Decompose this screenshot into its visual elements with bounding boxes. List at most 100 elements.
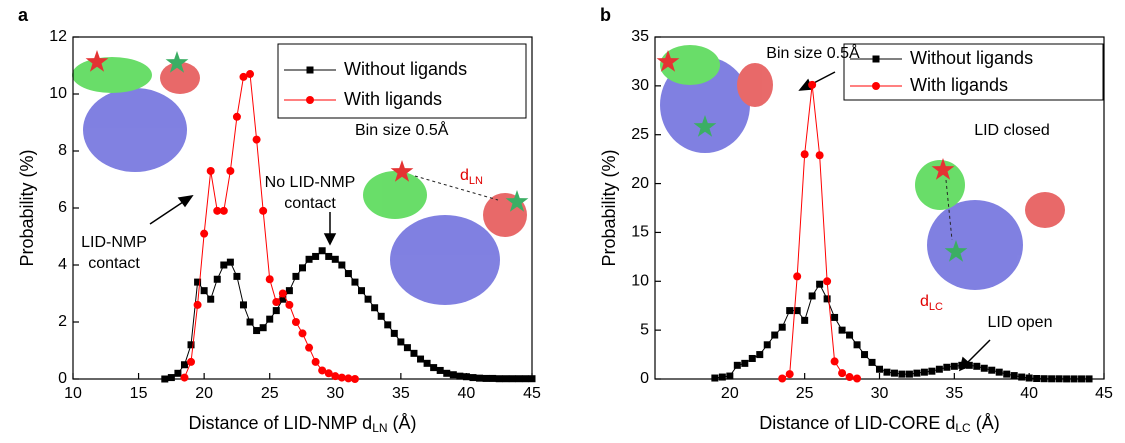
y-tick-label: 20	[631, 175, 649, 192]
legend-label: Without ligands	[910, 48, 1033, 68]
marker	[1078, 375, 1086, 383]
x-tick-label: 30	[871, 385, 889, 402]
marker	[318, 247, 326, 255]
marker	[371, 304, 379, 312]
x-axis-label: Distance of LID-CORE dLC (Å)	[759, 413, 999, 435]
marker	[298, 329, 307, 338]
marker	[390, 329, 398, 337]
marker	[397, 338, 405, 346]
x-tick-label: 10	[64, 385, 82, 402]
marker	[868, 358, 876, 366]
legend-box	[277, 43, 527, 119]
marker	[785, 370, 794, 379]
marker	[898, 370, 906, 378]
annotation: No LID-NMP	[265, 174, 356, 191]
x-tick-label: 15	[130, 385, 148, 402]
marker	[495, 375, 503, 383]
y-tick-label: 30	[631, 77, 649, 94]
x-axis-label-sub: LC	[955, 421, 971, 435]
annotation-sub: LN	[469, 175, 483, 187]
marker	[808, 80, 817, 89]
annotation-text: LID closed	[974, 122, 1050, 139]
marker	[324, 369, 333, 378]
marker	[521, 375, 529, 383]
annotation-text: No LID-NMP	[265, 174, 356, 191]
x-tick-label: 45	[523, 385, 541, 402]
annotation: Bin size 0.5Å	[766, 43, 860, 62]
annotation-sub: LC	[929, 301, 943, 313]
marker	[318, 366, 327, 375]
marker	[726, 372, 734, 380]
annotation: contact	[88, 255, 140, 272]
x-tick-label: 25	[796, 385, 814, 402]
x-tick-label: 30	[326, 385, 344, 402]
x-axis-label-end: (Å)	[388, 413, 417, 433]
marker	[733, 361, 741, 369]
marker	[890, 369, 898, 377]
annotation: dLC	[920, 293, 943, 313]
marker	[786, 307, 794, 315]
marker	[778, 374, 787, 383]
marker	[913, 369, 921, 377]
marker	[331, 255, 339, 263]
marker	[718, 373, 726, 381]
marker	[423, 359, 431, 367]
marker	[793, 307, 801, 315]
legend-label: With ligands	[910, 75, 1008, 95]
x-axis-label-sub: LN	[372, 421, 387, 435]
marker	[430, 364, 438, 372]
protein-image	[915, 158, 1065, 290]
marker	[292, 272, 300, 280]
x-tick-label: 35	[392, 385, 410, 402]
legend-label: With ligands	[344, 89, 442, 109]
marker	[305, 343, 314, 352]
y-tick-label: 15	[631, 224, 649, 241]
marker	[443, 369, 451, 377]
marker	[831, 313, 839, 321]
marker	[239, 301, 247, 309]
annotation: contact	[284, 195, 336, 212]
marker	[1085, 375, 1093, 383]
marker	[194, 278, 202, 286]
marker	[312, 252, 320, 260]
marker	[358, 287, 366, 295]
marker	[436, 366, 444, 374]
panel-label: b	[600, 5, 611, 25]
marker	[845, 373, 854, 382]
marker	[200, 287, 208, 295]
marker	[403, 344, 411, 352]
marker	[200, 229, 209, 238]
protein-image	[72, 50, 200, 172]
marker	[226, 166, 235, 175]
marker	[338, 261, 346, 269]
marker	[763, 341, 771, 349]
x-axis-label: Distance of LID-NMP dLN (Å)	[188, 413, 416, 435]
arrows	[149, 71, 991, 372]
marker	[252, 135, 261, 144]
marker	[905, 370, 913, 378]
marker	[528, 375, 536, 383]
marker	[417, 355, 425, 363]
y-tick-label: 35	[631, 28, 649, 45]
annotation: dLN	[460, 167, 483, 187]
marker	[846, 331, 854, 339]
marker	[272, 307, 280, 315]
y-tick-label: 2	[58, 313, 67, 330]
marker	[853, 374, 862, 383]
x-tick-label: 45	[1095, 385, 1113, 402]
marker	[265, 275, 274, 284]
marker	[337, 373, 346, 382]
marker	[935, 365, 943, 373]
marker	[748, 354, 756, 362]
marker	[823, 295, 831, 303]
y-tick-label: 8	[58, 142, 67, 159]
marker	[285, 300, 294, 309]
x-tick-label: 20	[195, 385, 213, 402]
marker	[741, 359, 749, 367]
marker	[272, 298, 281, 307]
marker	[232, 112, 241, 121]
y-tick-label: 4	[58, 256, 67, 273]
marker	[344, 270, 352, 278]
marker	[838, 326, 846, 334]
